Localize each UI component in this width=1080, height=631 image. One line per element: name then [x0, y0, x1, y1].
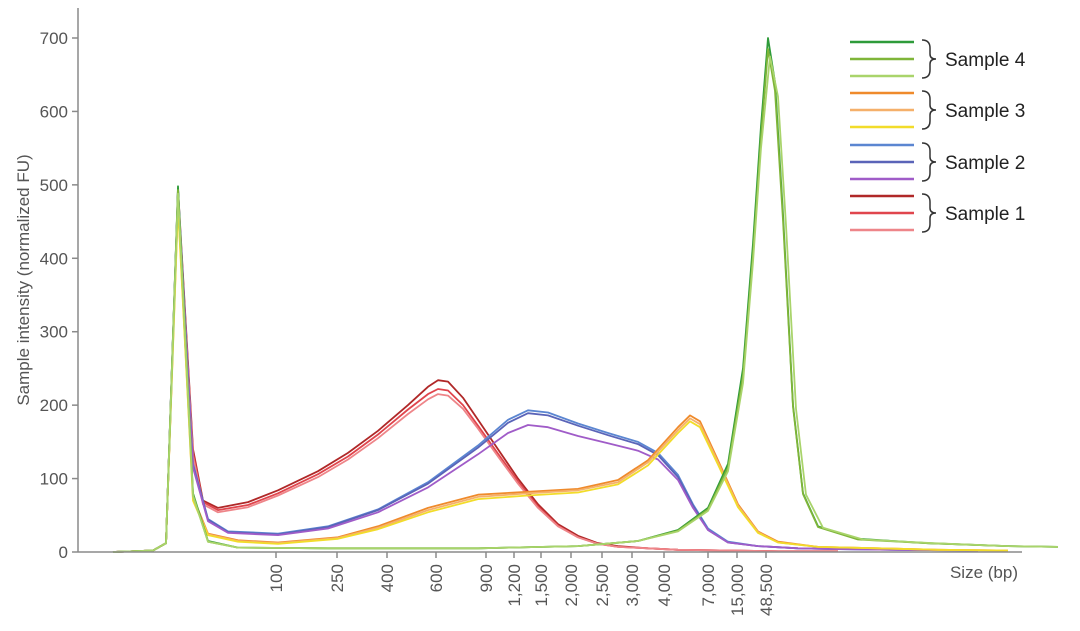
x-tick-label: 100 — [267, 564, 286, 592]
x-tick-label: 7,000 — [699, 564, 718, 607]
y-tick-label: 0 — [59, 543, 68, 562]
plot-lines — [112, 37, 1059, 553]
y-ticks: 0 100 200 300 400 500 600 700 — [40, 29, 78, 562]
series-line-6 — [112, 195, 979, 553]
series-line-3 — [112, 195, 838, 553]
x-tick-label: 1,500 — [532, 564, 551, 607]
x-tick-label: 48,500 — [757, 564, 776, 616]
x-tick-label: 1,200 — [505, 564, 524, 607]
legend-label: Sample 1 — [945, 204, 1025, 225]
legend-bracket — [921, 39, 937, 79]
y-tick-label: 500 — [40, 176, 68, 195]
y-tick-label: 200 — [40, 396, 68, 415]
legend: Sample 4 Sample 3 Sample 2 Sample 1 — [850, 39, 1026, 233]
series-line-4 — [112, 187, 979, 553]
legend-label: Sample 3 — [945, 101, 1025, 122]
x-tick-label: 900 — [477, 564, 496, 592]
series-line-9 — [112, 206, 1009, 553]
series-line-10 — [112, 37, 1059, 553]
series-line-7 — [112, 198, 1009, 553]
legend-bracket — [921, 142, 937, 182]
axes — [77, 8, 1022, 553]
x-tick-label: 250 — [328, 564, 347, 592]
legend-label: Sample 2 — [945, 153, 1025, 174]
x-ticks: 100 250 400 600 900 1,200 1,500 2,000 2,500 3,000… — [267, 552, 776, 616]
x-tick-label: 400 — [378, 564, 397, 592]
x-tick-label: 2,000 — [562, 564, 581, 607]
y-tick-label: 100 — [40, 470, 68, 489]
series-line-8 — [112, 202, 1009, 553]
legend-label: Sample 4 — [945, 50, 1026, 71]
x-tick-label: 4,000 — [655, 564, 674, 607]
series-line-5 — [112, 191, 979, 553]
y-tick-label: 600 — [40, 102, 68, 121]
x-tick-label: 3,000 — [623, 564, 642, 607]
y-tick-label: 300 — [40, 323, 68, 342]
legend-bracket — [921, 90, 937, 130]
y-tick-label: 400 — [40, 249, 68, 268]
x-axis-title: Size (bp) — [950, 563, 1018, 582]
series-line-12 — [112, 55, 1059, 553]
y-tick-label: 700 — [40, 29, 68, 48]
x-tick-label: 15,000 — [728, 564, 747, 616]
series-line-11 — [112, 48, 1059, 553]
legend-bracket — [921, 193, 937, 233]
x-tick-label: 2,500 — [593, 564, 612, 607]
x-tick-label: 600 — [427, 564, 446, 592]
y-axis-title: Sample intensity (normalized FU) — [14, 154, 33, 405]
